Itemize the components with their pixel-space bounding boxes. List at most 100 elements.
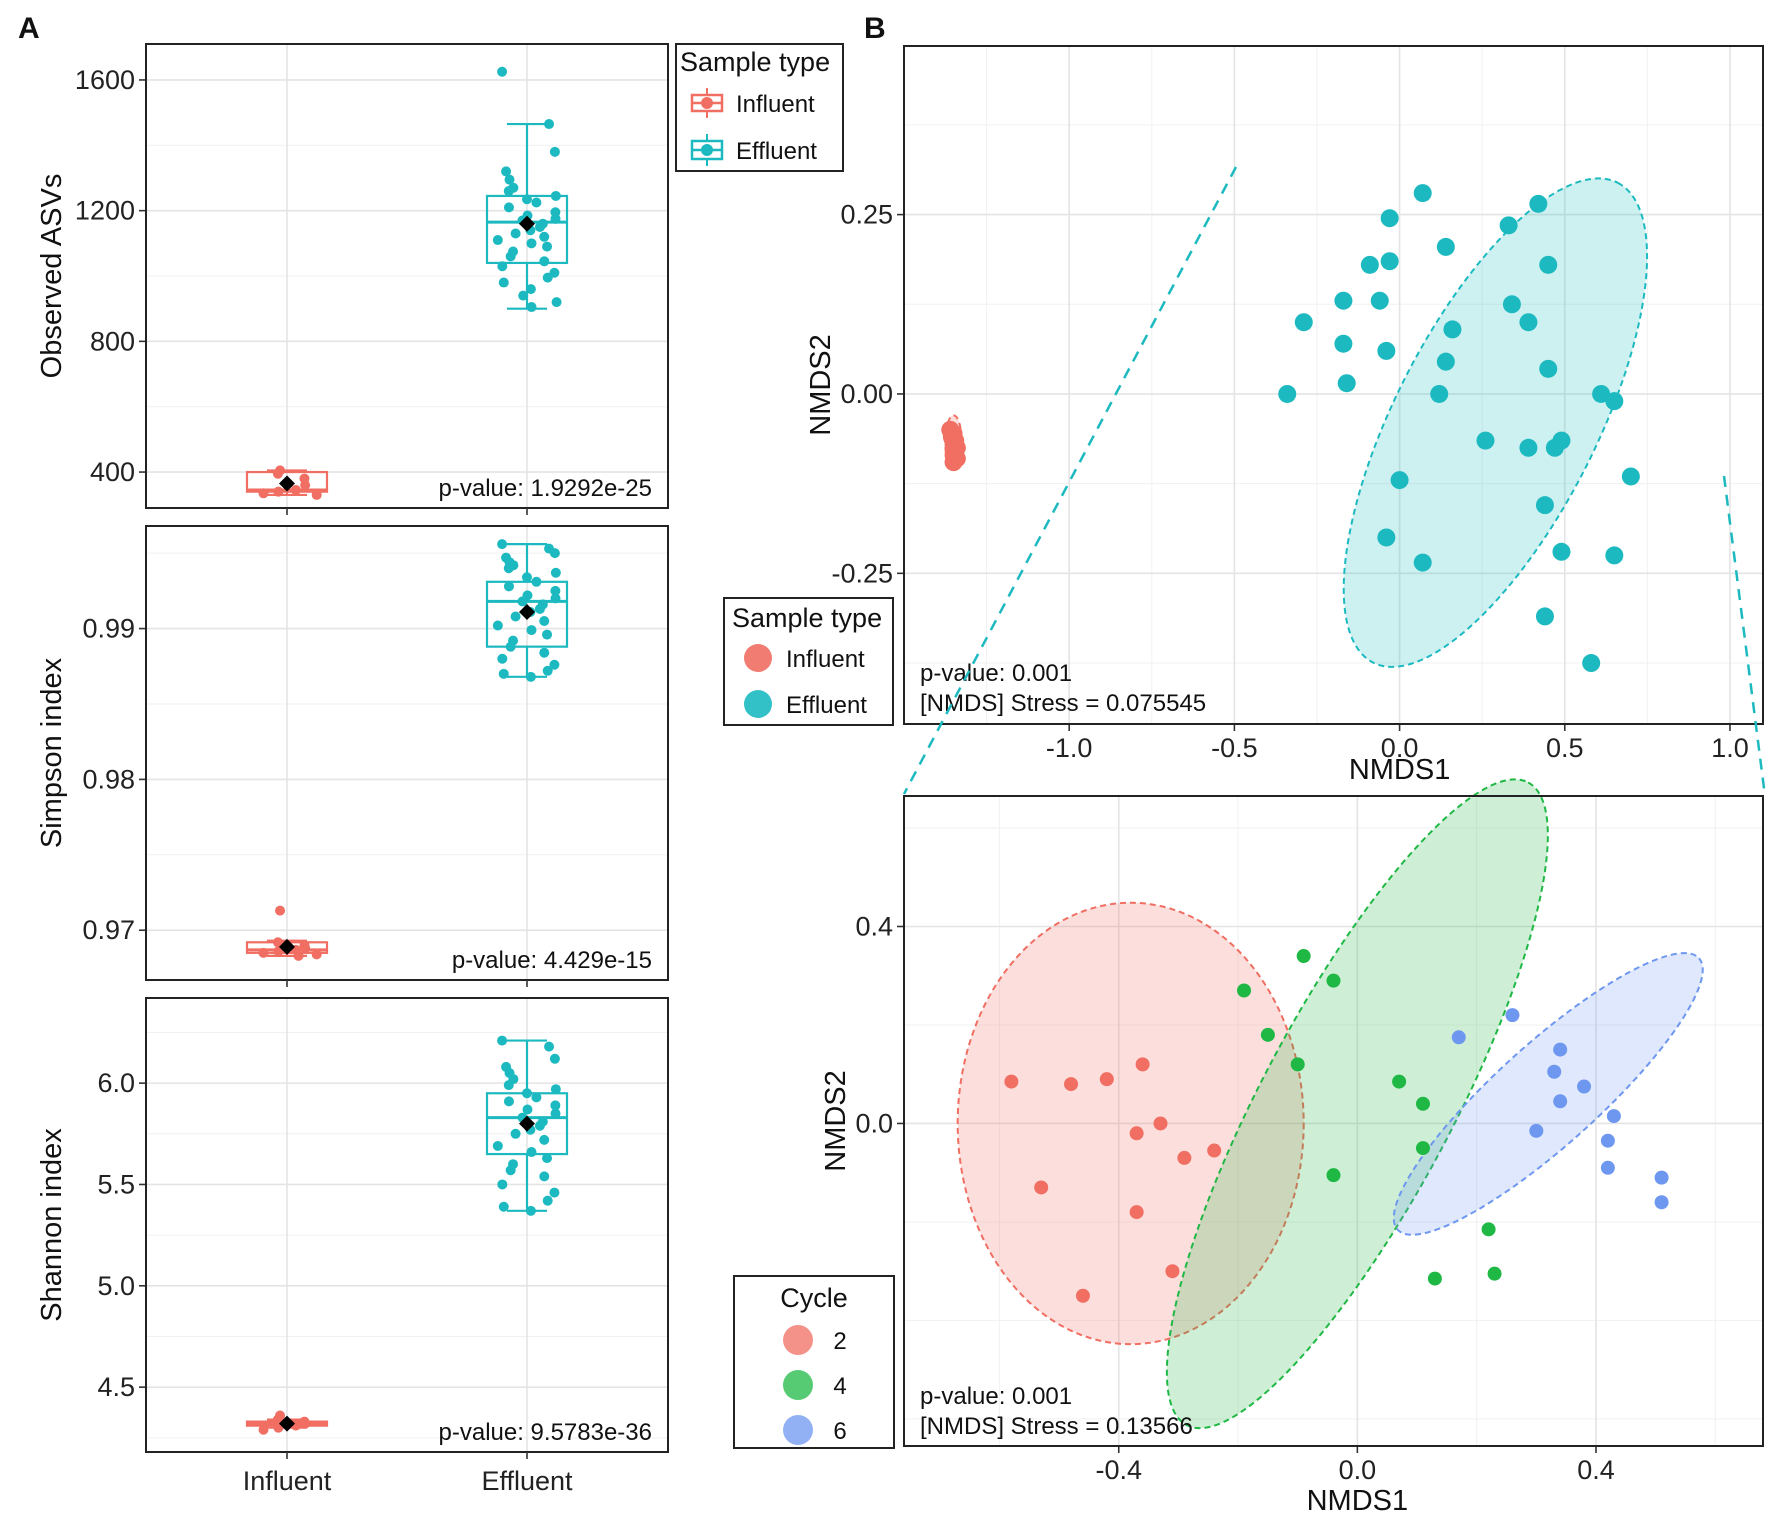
y-tick-label: 0.98 bbox=[82, 764, 135, 794]
x-tick-label: Influent bbox=[243, 1466, 332, 1496]
data-point bbox=[534, 221, 545, 232]
p-value-annotation: p-value: 1.9292e-25 bbox=[439, 475, 653, 502]
zoom-connector-right bbox=[1722, 475, 1767, 797]
legend-box bbox=[733, 1275, 895, 1449]
data-point bbox=[510, 611, 521, 622]
x-tick-label: 1.0 bbox=[1711, 733, 1749, 763]
data-point bbox=[497, 1179, 508, 1190]
data-point bbox=[1392, 1074, 1407, 1089]
data-point bbox=[1380, 209, 1399, 228]
legend-title: Cycle bbox=[780, 1283, 848, 1313]
data-point bbox=[300, 943, 311, 954]
data-point bbox=[1326, 1168, 1341, 1183]
data-point bbox=[525, 1205, 536, 1216]
data-point bbox=[497, 539, 508, 550]
data-point bbox=[521, 1088, 532, 1099]
data-point bbox=[1430, 384, 1449, 403]
stats-annotation: [NMDS] Stress = 0.13566 bbox=[920, 1413, 1193, 1440]
data-point bbox=[497, 66, 508, 77]
legend-a-label-influent: Influent bbox=[736, 91, 815, 118]
y-tick-label: 400 bbox=[90, 457, 135, 487]
data-point bbox=[510, 1128, 521, 1139]
mean-marker bbox=[279, 475, 295, 492]
data-point bbox=[501, 166, 512, 177]
data-point bbox=[1476, 431, 1495, 450]
data-point bbox=[1370, 291, 1389, 310]
legend-a-title: Sample type bbox=[680, 47, 830, 77]
data-point bbox=[272, 1414, 283, 1425]
data-point bbox=[550, 190, 561, 201]
legend-a-key-influent bbox=[690, 88, 724, 118]
y-axis-label: NMDS2 bbox=[805, 334, 837, 436]
data-point bbox=[550, 213, 561, 224]
nmds-sample-type-scatter: -1.0 -0.5 0.0 0.5 1.0 -0.25 0.00 0.25 p-value: 0… bbox=[723, 45, 1764, 786]
data-point bbox=[1481, 1222, 1496, 1237]
data-point bbox=[1004, 1074, 1019, 1089]
data-point bbox=[526, 625, 537, 636]
observed-asvs-boxplot: 400 800 1200 1600 p-value: 1.9292e-25 Observe… bbox=[36, 43, 669, 515]
p-value-annotation: p-value: 9.5783e-36 bbox=[439, 1419, 653, 1446]
data-point bbox=[534, 1120, 545, 1131]
y-tick-label: 4.5 bbox=[97, 1372, 135, 1402]
data-point bbox=[550, 1100, 561, 1111]
data-point bbox=[1505, 1008, 1520, 1023]
data-point bbox=[531, 1092, 542, 1103]
data-point bbox=[1135, 1057, 1150, 1072]
data-point bbox=[1539, 359, 1558, 378]
plot-frame bbox=[145, 525, 669, 981]
data-point bbox=[549, 1187, 560, 1198]
plot-frame bbox=[145, 43, 669, 509]
data-point bbox=[539, 616, 550, 627]
data-point bbox=[542, 665, 553, 676]
data-point bbox=[1337, 374, 1356, 393]
data-point bbox=[522, 1104, 533, 1115]
data-point bbox=[517, 596, 528, 607]
y-tick-label: 0.0 bbox=[855, 1108, 893, 1138]
panel-label-a: A bbox=[18, 12, 40, 45]
data-point bbox=[1326, 973, 1341, 988]
data-point bbox=[1545, 438, 1564, 457]
data-point bbox=[258, 1424, 269, 1435]
zoom-connector-left bbox=[902, 166, 1238, 795]
data-point bbox=[550, 585, 561, 596]
y-tick-label: 5.0 bbox=[97, 1271, 135, 1301]
data-point bbox=[1334, 291, 1353, 310]
panel-label-b: B bbox=[864, 12, 886, 45]
x-tick-label: 0.0 bbox=[1339, 1455, 1377, 1485]
data-point bbox=[1605, 546, 1624, 565]
legend-key bbox=[783, 1325, 813, 1355]
y-tick-label: -0.25 bbox=[831, 558, 893, 588]
data-point bbox=[1294, 313, 1313, 332]
data-point bbox=[542, 629, 553, 640]
legend-sample-type-a: Sample type Influent Effluent bbox=[675, 43, 844, 172]
data-point bbox=[1654, 1195, 1669, 1210]
data-point bbox=[526, 302, 537, 313]
y-tick-label: 5.5 bbox=[97, 1169, 135, 1199]
data-point bbox=[539, 1171, 550, 1182]
data-point bbox=[1547, 1064, 1562, 1079]
data-point bbox=[1360, 255, 1379, 274]
x-tick-label: -0.5 bbox=[1211, 733, 1258, 763]
data-point bbox=[505, 641, 516, 652]
legend-label: Effluent bbox=[786, 692, 867, 719]
data-point bbox=[503, 581, 514, 592]
data-point bbox=[1129, 1205, 1144, 1220]
legend-label: 2 bbox=[833, 1328, 846, 1355]
legend-key bbox=[783, 1415, 813, 1445]
confidence-ellipse bbox=[1342, 177, 1649, 668]
data-point bbox=[1499, 216, 1518, 235]
data-point bbox=[293, 950, 304, 961]
x-tick-label: 0.0 bbox=[1381, 733, 1419, 763]
data-point bbox=[272, 468, 283, 479]
data-point bbox=[258, 488, 269, 499]
data-point bbox=[1553, 1042, 1568, 1057]
data-point bbox=[1415, 1141, 1430, 1156]
data-point bbox=[258, 947, 269, 958]
data-point bbox=[1535, 607, 1554, 626]
legend-label: 4 bbox=[833, 1373, 846, 1400]
plot-frame bbox=[903, 795, 1764, 1447]
mean-marker bbox=[519, 1115, 535, 1132]
y-tick-label: 6.0 bbox=[97, 1068, 135, 1098]
data-point bbox=[534, 603, 545, 614]
